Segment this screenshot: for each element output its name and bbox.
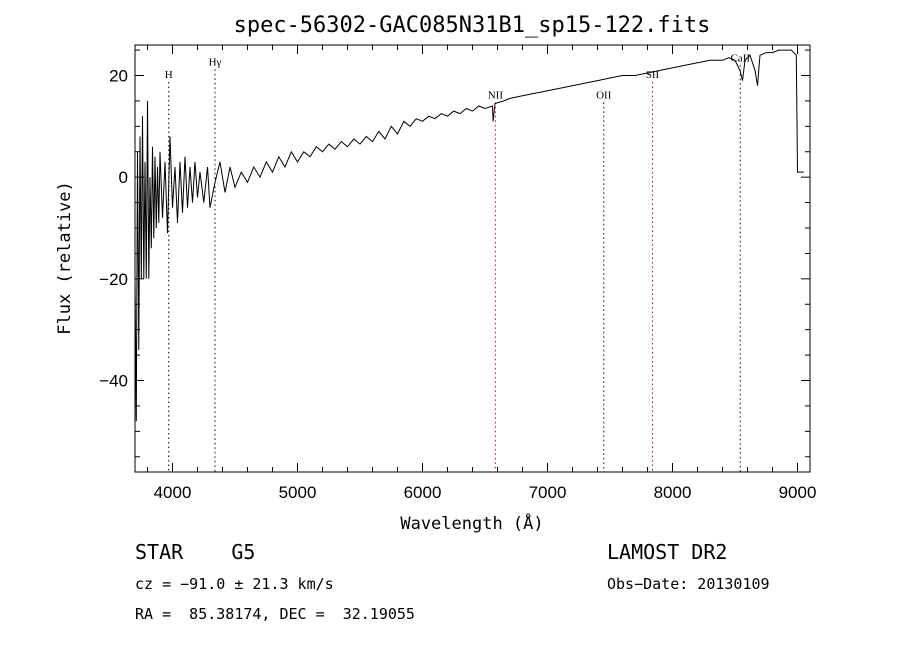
survey-name: LAMOST DR2	[607, 540, 728, 564]
line-marker-label: OII	[596, 89, 612, 101]
line-marker-label: CaII	[730, 52, 750, 64]
x-tick-label: 4000	[154, 483, 192, 502]
y-tick-label: 20	[109, 67, 128, 86]
x-axis: 4000 5000 6000 7000 8000 9000	[147, 45, 817, 502]
x-tick-label: 6000	[404, 483, 442, 502]
line-marker-label: H	[165, 69, 173, 81]
plot-frame	[134, 44, 811, 473]
obs-date: Obs−Date: 20130109	[607, 575, 770, 593]
y-axis: −40 −20 0 20	[99, 49, 810, 458]
x-tick-label: 9000	[779, 483, 817, 502]
y-tick-label: 0	[119, 168, 128, 187]
line-markers: H Hγ NII OII SII CaII	[165, 52, 750, 472]
line-marker-label: Hγ	[209, 56, 222, 68]
line-marker-label: NII	[488, 89, 504, 101]
y-tick-label: −20	[99, 270, 128, 289]
x-axis-label: Wavelength (Å)	[400, 512, 543, 534]
y-axis-label: Flux (relative)	[55, 181, 75, 335]
x-tick-label: 8000	[654, 483, 692, 502]
line-marker-label: SII	[646, 69, 660, 81]
y-tick-label: −40	[99, 372, 128, 391]
x-tick-label: 7000	[529, 483, 567, 502]
coordinates: RA = 85.38174, DEC = 32.19055	[135, 605, 415, 623]
star-class: STAR G5	[135, 540, 256, 564]
chart-title: spec-56302-GAC085N31B1_sp15-122.fits	[234, 13, 711, 38]
spectrum-line	[134, 49, 804, 422]
x-tick-label: 5000	[279, 483, 317, 502]
redshift-cz: cz = −91.0 ± 21.3 km/s	[135, 575, 334, 593]
